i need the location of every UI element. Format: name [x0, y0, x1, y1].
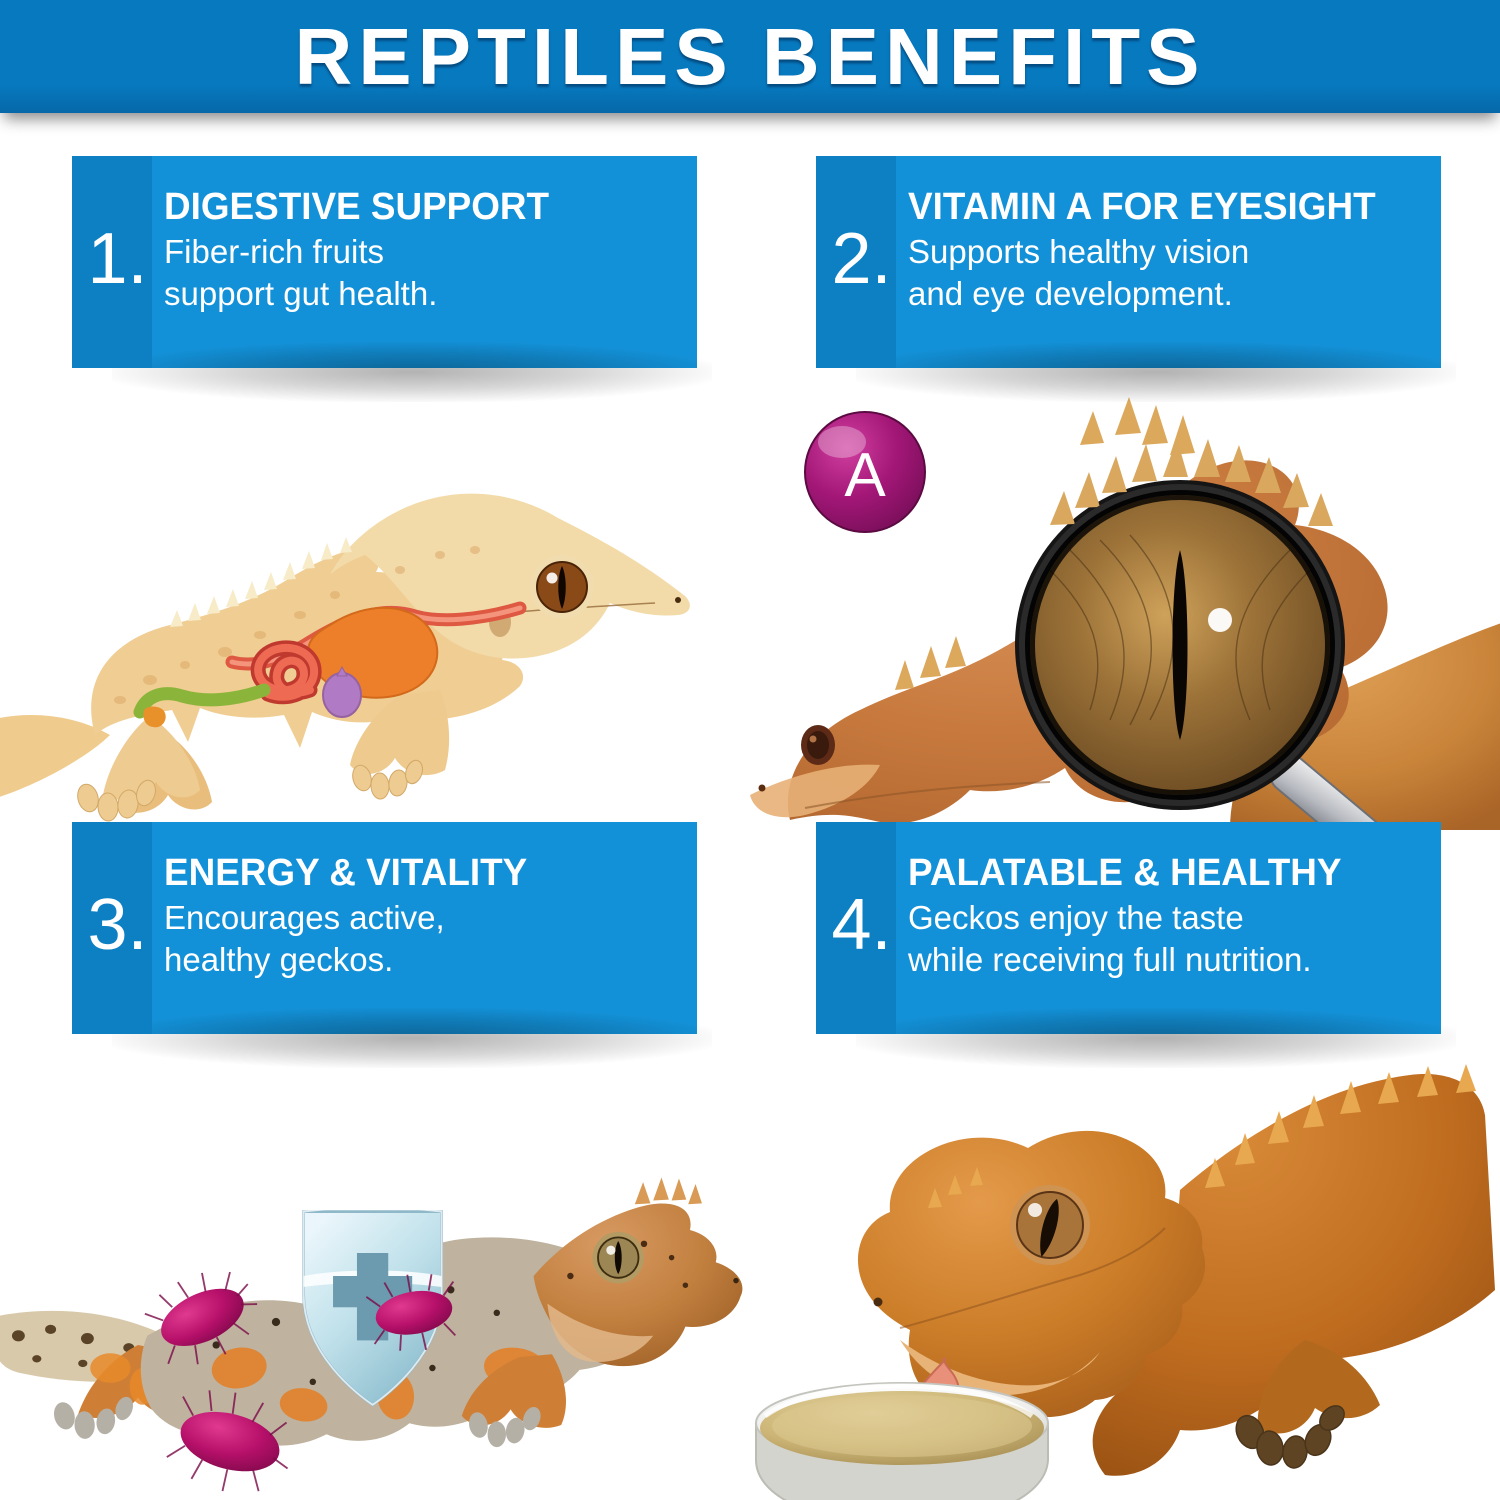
svg-text:A: A	[844, 441, 886, 510]
